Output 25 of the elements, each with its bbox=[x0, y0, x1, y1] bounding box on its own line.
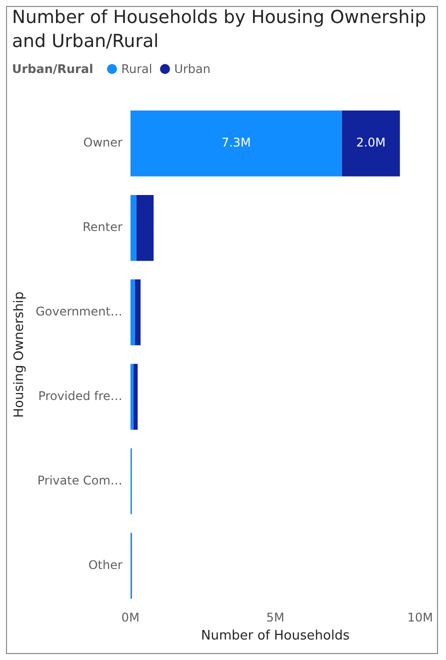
y-tick-label: Owner bbox=[83, 136, 122, 150]
bar bbox=[130, 279, 135, 346]
data-label: 2.0M bbox=[356, 136, 386, 150]
y-tick-label: Provided fre… bbox=[38, 388, 122, 403]
y-tick-label: Renter bbox=[82, 220, 122, 234]
y-tick-label: Private Com… bbox=[37, 473, 122, 488]
y-axis-title: Housing Ownership bbox=[12, 291, 28, 418]
bar bbox=[133, 364, 138, 430]
x-axis-title: Number of Households bbox=[201, 628, 350, 644]
bar bbox=[134, 279, 141, 346]
bar bbox=[130, 110, 342, 176]
data-label: 7.3M bbox=[221, 136, 251, 150]
y-tick-label: Other bbox=[88, 558, 122, 572]
bar bbox=[130, 194, 136, 261]
x-tick-label: 5M bbox=[266, 610, 284, 624]
bar bbox=[136, 194, 154, 261]
chart-title: Number of Households by Housing Ownership and Urban/Rural bbox=[12, 6, 428, 54]
bar bbox=[342, 110, 400, 176]
legend-label: Rural bbox=[121, 62, 152, 76]
legend-label: Urban bbox=[174, 62, 211, 76]
x-tick-label: 0M bbox=[121, 610, 140, 624]
y-tick-label: Government… bbox=[36, 304, 122, 318]
legend-title: Urban/Rural bbox=[12, 62, 94, 76]
bar bbox=[130, 364, 134, 430]
x-tick-label: 10M bbox=[407, 610, 433, 624]
